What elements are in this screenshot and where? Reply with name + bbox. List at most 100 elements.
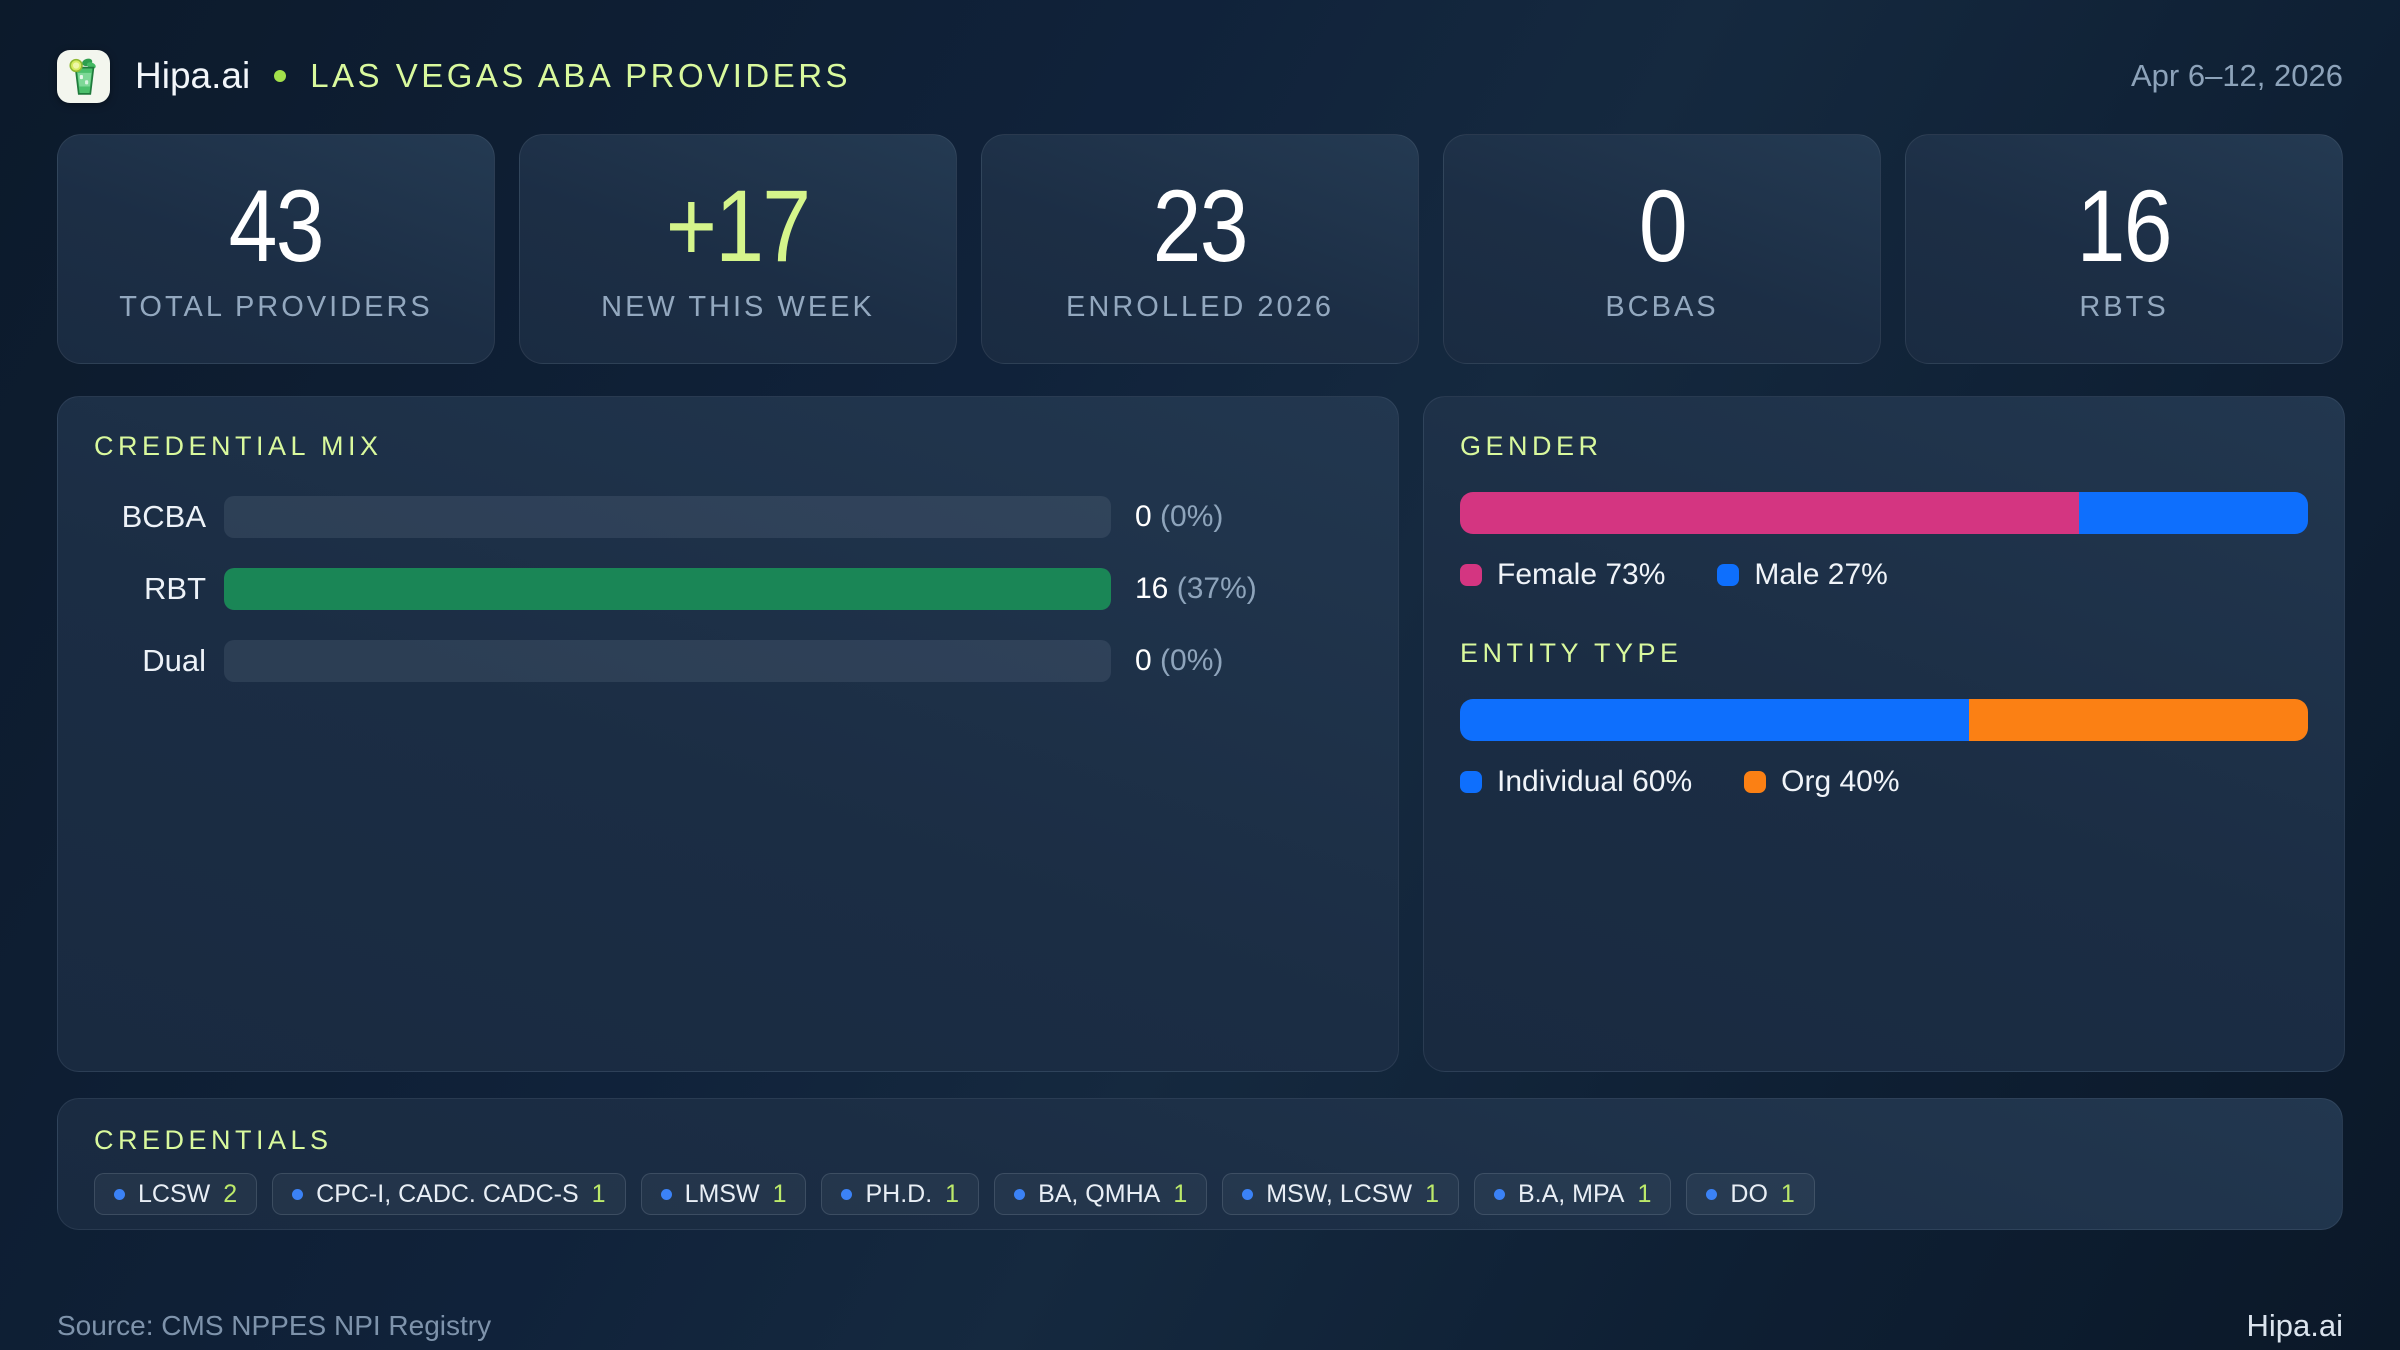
stat-value: 16 <box>2076 168 2173 283</box>
chip-dot-icon <box>660 1188 672 1200</box>
credential-chip: B.A, MPA 1 <box>1473 1173 1672 1215</box>
chip-count: 1 <box>1780 1179 1795 1208</box>
chip-count: 1 <box>591 1179 606 1208</box>
stat-label: TOTAL PROVIDERS <box>119 290 433 323</box>
row-value: 16 (37%) <box>1135 572 1257 606</box>
chip-count: 1 <box>1637 1179 1652 1208</box>
chip-label: CPC-I, CADC. CADC-S <box>316 1179 579 1208</box>
legend-label: Male 27% <box>1754 558 1888 591</box>
bar-track <box>224 496 1111 538</box>
credential-chip: CPC-I, CADC. CADC-S 1 <box>272 1173 626 1215</box>
stat-value: 0 <box>1638 168 1687 283</box>
header: Hipa.ai LAS VEGAS ABA PROVIDERS Apr 6–12… <box>57 44 2343 108</box>
row-count: 0 <box>1135 500 1152 533</box>
chip-dot-icon <box>292 1188 304 1200</box>
credential-chip: BA, QMHA 1 <box>994 1173 1208 1215</box>
credential-chip: PH.D. 1 <box>821 1173 980 1215</box>
individual-swatch-icon <box>1460 771 1482 793</box>
gender-segment-male <box>2079 492 2308 534</box>
brand-name: Hipa.ai <box>135 55 251 96</box>
legend-item-individual: Individual 60% <box>1460 765 1692 799</box>
chip-count: 1 <box>772 1179 787 1208</box>
chip-label: LCSW <box>138 1179 211 1208</box>
stat-card-rbts: 16 RBTS <box>1905 134 2343 364</box>
row-count: 0 <box>1135 644 1152 677</box>
stat-label: NEW THIS WEEK <box>601 290 875 323</box>
chip-dot-icon <box>1014 1188 1026 1200</box>
male-swatch-icon <box>1717 564 1740 586</box>
stat-card-bcbas: 0 BCBAS <box>1443 134 1881 364</box>
stat-value: 23 <box>1152 168 1249 283</box>
brand-logo <box>57 49 110 103</box>
chip-count: 1 <box>945 1179 960 1208</box>
row-label: BCBA <box>121 499 206 534</box>
legend-label: Female 73% <box>1497 558 1666 591</box>
chip-label: LMSW <box>684 1179 760 1208</box>
credential-mix-panel: CREDENTIAL MIX BCBA 0 (0%) RBT <box>57 396 1399 1072</box>
row-label: RBT <box>144 571 206 606</box>
stat-value: +17 <box>666 168 811 283</box>
legend-item-org: Org 40% <box>1744 765 1900 799</box>
demographics-panel: GENDER Female 73% Male 27% ENTITY TYPE <box>1423 396 2345 1072</box>
chip-label: B.A, MPA <box>1517 1179 1625 1208</box>
legend-label: Org 40% <box>1781 765 1900 798</box>
credential-chip: DO 1 <box>1686 1173 1815 1215</box>
credentials-chip-row: LCSW 2 CPC-I, CADC. CADC-S 1 LMSW 1 PH.D… <box>94 1173 2306 1215</box>
org-swatch-icon <box>1744 771 1767 793</box>
row-value: 0 (0%) <box>1135 644 1223 678</box>
gender-legend: Female 73% Male 27% <box>1460 558 2308 592</box>
stat-card-total-providers: 43 TOTAL PROVIDERS <box>57 134 495 364</box>
row-count: 16 <box>1135 572 1169 605</box>
footer-brand: Hipa.ai <box>2246 1308 2344 1343</box>
entity-type-stacked-bar <box>1460 699 2308 741</box>
bar-fill <box>224 568 1111 610</box>
credential-row-bcba: BCBA 0 (0%) <box>94 496 1362 538</box>
bar-track <box>224 568 1111 610</box>
chip-dot-icon <box>114 1188 125 1200</box>
chip-dot-icon <box>1242 1188 1254 1200</box>
bar-track <box>224 640 1111 682</box>
entity-type-title: ENTITY TYPE <box>1460 638 1683 668</box>
chip-label: MSW, LCSW <box>1266 1179 1413 1208</box>
entity-segment-individual <box>1460 699 1969 741</box>
row-percent: (0%) <box>1160 644 1224 677</box>
chip-dot-icon <box>1706 1188 1718 1200</box>
credential-chip: LMSW 1 <box>640 1173 807 1215</box>
female-swatch-icon <box>1460 564 1482 586</box>
chip-dot-icon <box>841 1188 853 1200</box>
chip-dot-icon <box>1493 1188 1505 1200</box>
stat-label: ENROLLED 2026 <box>1066 290 1334 323</box>
page-title: LAS VEGAS ABA PROVIDERS <box>310 57 852 94</box>
stat-value: 43 <box>228 168 325 283</box>
row-percent: (37%) <box>1176 572 1257 605</box>
row-percent: (0%) <box>1160 500 1224 533</box>
chip-label: DO <box>1730 1179 1768 1208</box>
stat-label: RBTS <box>2079 290 2169 323</box>
chip-count: 1 <box>1173 1179 1188 1208</box>
credential-row-rbt: RBT 16 (37%) <box>94 568 1362 610</box>
credential-chip: MSW, LCSW 1 <box>1222 1173 1459 1215</box>
entity-segment-org <box>1968 699 2308 741</box>
stat-card-new-this-week: +17 NEW THIS WEEK <box>519 134 957 364</box>
date-range: Apr 6–12, 2026 <box>2130 58 2343 93</box>
chip-count: 2 <box>223 1179 238 1208</box>
entity-type-legend: Individual 60% Org 40% <box>1460 765 2308 799</box>
middle-row: CREDENTIAL MIX BCBA 0 (0%) RBT <box>57 396 2345 1072</box>
row-value: 0 (0%) <box>1135 500 1223 534</box>
stat-label: BCBAS <box>1605 290 1719 323</box>
row-label: Dual <box>142 643 206 678</box>
gender-segment-female <box>1460 492 2080 534</box>
footer: Source: CMS NPPES NPI Registry Hipa.ai <box>57 1308 2343 1344</box>
chip-label: BA, QMHA <box>1038 1179 1161 1208</box>
credential-mix-chart: BCBA 0 (0%) RBT 16 ( <box>94 496 1362 682</box>
legend-label: Individual 60% <box>1497 765 1693 798</box>
credential-mix-title: CREDENTIAL MIX <box>94 431 383 461</box>
separator-dot-icon <box>274 70 287 82</box>
chip-count: 1 <box>1425 1179 1439 1208</box>
credentials-panel: CREDENTIALS LCSW 2 CPC-I, CADC. CADC-S 1… <box>57 1098 2343 1230</box>
chip-label: PH.D. <box>865 1179 933 1208</box>
stat-cards-row: 43 TOTAL PROVIDERS +17 NEW THIS WEEK 23 … <box>57 134 2343 364</box>
mojito-drink-icon <box>68 58 96 95</box>
legend-item-female: Female 73% <box>1460 558 1665 592</box>
